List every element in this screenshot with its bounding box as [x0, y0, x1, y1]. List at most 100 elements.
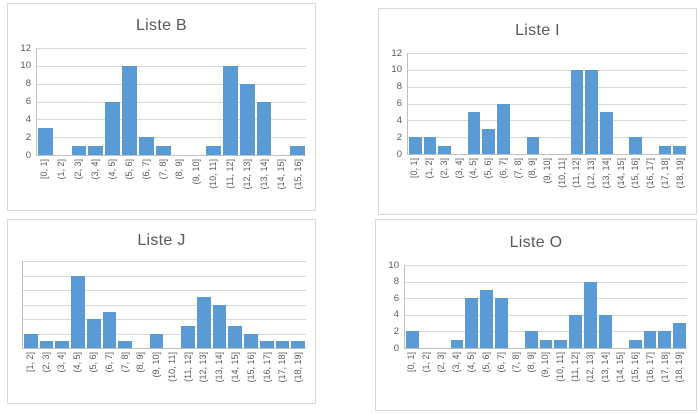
- x-axis-tick-label: (11, 12]: [570, 352, 581, 382]
- x-axis-tick: [0, 1]: [36, 159, 53, 209]
- x-axis-tick: (14, 15]: [227, 352, 243, 402]
- bar-slot: [39, 261, 55, 348]
- x-axis-tick: (11, 12]: [569, 158, 584, 208]
- bar-slot: [658, 53, 673, 154]
- x-axis-tick: (5, 6]: [478, 352, 493, 402]
- x-axis-tick-label: (1, 2]: [56, 159, 67, 180]
- y-axis: 0 2 4 6 8 10: [380, 260, 404, 354]
- y-axis-tick-label: 0: [396, 148, 402, 160]
- bar-slot: [628, 53, 643, 154]
- y-axis: 0 2 4 6 8 10 12: [383, 48, 407, 160]
- histogram-bar: [480, 289, 494, 348]
- x-axis: [0, 1] (1, 2] (2, 3] (3, 4] (4, 5] (5, 6] (6, …: [36, 159, 306, 209]
- y-axis-tick-label: 2: [25, 131, 31, 143]
- x-axis-tick-label: (12, 13]: [198, 352, 209, 383]
- bar-slot: [289, 48, 306, 155]
- histogram-bar: [570, 69, 584, 154]
- bar-slot: [227, 261, 243, 348]
- chart-liste-i[interactable]: Liste I 0 2 4 6 8 10 12 [0, 1] (1, 2] (2, 3] (3, …: [378, 8, 697, 215]
- bar-slot: [467, 53, 482, 154]
- chart-liste-j[interactable]: Liste J [1, 2] (2, 3] (3, 4] (4, 5] (5, 6] (6…: [7, 219, 316, 404]
- bar-slot: [511, 53, 526, 154]
- x-axis-tick-label: (1, 2]: [421, 352, 432, 373]
- x-axis-tick-label: (6, 7]: [103, 352, 114, 373]
- x-axis-tick: (18, 19]: [672, 352, 687, 402]
- gridline: [405, 314, 687, 316]
- x-axis-tick: (13, 14]: [599, 158, 614, 208]
- histogram-bar: [524, 331, 538, 348]
- x-axis-tick: (15, 16]: [289, 159, 306, 209]
- x-axis-tick: (16, 17]: [259, 352, 275, 402]
- x-axis-tick: (4, 5]: [466, 158, 481, 208]
- x-axis-tick: [0, 1]: [404, 352, 419, 402]
- bar-slot: [570, 53, 585, 154]
- x-axis-tick-label: (15, 16]: [292, 159, 303, 190]
- x-axis-tick-label: (4, 5]: [106, 159, 117, 180]
- x-axis-tick: (1, 2]: [422, 158, 437, 208]
- histogram-bar: [467, 111, 481, 154]
- bar-slot: [275, 261, 291, 348]
- histogram-bar: [643, 331, 657, 348]
- x-axis-tick-label: [0, 1]: [406, 352, 417, 373]
- x-axis-tick: (14, 15]: [612, 352, 627, 402]
- gridline: [37, 48, 306, 49]
- y-axis-tick-label: 4: [25, 113, 31, 125]
- x-axis-tick-label: (16, 17]: [645, 158, 656, 189]
- bars-series: [37, 48, 306, 155]
- histogram-bar: [55, 340, 70, 348]
- histogram-bar: [259, 340, 274, 348]
- gridline: [405, 298, 687, 300]
- histogram-bar: [228, 326, 243, 348]
- gridline: [37, 101, 306, 103]
- x-axis-tick-label: (9, 10]: [191, 159, 202, 185]
- x-axis-tick: (10, 11]: [205, 159, 222, 209]
- histogram-bar: [118, 340, 133, 348]
- chart-title: Liste J: [137, 231, 186, 249]
- bar-slot: [657, 265, 672, 348]
- bar-slot: [86, 261, 102, 348]
- x-axis-tick: (15, 16]: [627, 352, 642, 402]
- x-axis-tick: (13, 14]: [211, 352, 227, 402]
- x-axis-tick-label: (10, 11]: [556, 158, 567, 188]
- gridline: [37, 119, 306, 121]
- x-axis-tick-label: (14, 15]: [614, 352, 625, 383]
- x-axis-tick: (8, 9]: [171, 159, 188, 209]
- y-axis-tick-label: 2: [396, 131, 402, 143]
- x-axis-tick-label: (3, 4]: [451, 352, 462, 373]
- x-axis-tick: (8, 9]: [132, 352, 148, 402]
- chart-liste-b[interactable]: Liste B 0 2 4 6 8 10 12 [0, 1] (1, 2] (2, 3] (3, …: [7, 3, 316, 211]
- bar-slot: [524, 265, 539, 348]
- bar-slot: [435, 265, 450, 348]
- x-axis-tick-label: (8, 9]: [525, 352, 536, 373]
- gridline: [23, 275, 306, 277]
- gridline: [23, 304, 306, 306]
- gridline: [408, 120, 687, 122]
- x-axis-tick-label: (14, 15]: [615, 158, 626, 189]
- histogram-bar: [256, 101, 272, 155]
- y-axis-tick-label: 10: [388, 259, 399, 271]
- x-axis-tick: (9, 10]: [538, 352, 553, 402]
- y-axis-tick-label: 6: [396, 98, 402, 109]
- x-axis-tick: (2, 3]: [38, 352, 54, 402]
- histogram-bar: [122, 65, 137, 155]
- bar-slot: [555, 53, 570, 154]
- gridline: [23, 333, 306, 335]
- x-axis-tick-label: (8, 9]: [135, 352, 146, 373]
- x-axis-tick-label: (7, 8]: [512, 158, 523, 179]
- gridline: [405, 265, 687, 266]
- bar-slot: [205, 48, 222, 155]
- x-axis-tick: (17, 18]: [275, 352, 291, 402]
- x-axis-tick: (18, 19]: [290, 352, 306, 402]
- x-axis-tick-label: (2, 3]: [73, 159, 84, 180]
- x-axis-tick-label: (5, 6]: [88, 352, 99, 373]
- x-axis-tick: (18, 19]: [672, 158, 687, 208]
- bar-slot: [408, 53, 423, 154]
- y-axis-tick-label: 6: [393, 292, 399, 304]
- chart-liste-o[interactable]: Liste O 0 2 4 6 8 10 [0, 1] (1, 2] (2, 3] (3, 4]…: [375, 219, 697, 411]
- y-axis-tick-label: 0: [25, 149, 31, 161]
- histogram-bar: [585, 69, 598, 154]
- bar-slot: [243, 261, 259, 348]
- y-axis: 0 2 4 6 8 10 12: [12, 43, 36, 161]
- x-axis-tick: (15, 16]: [628, 158, 643, 208]
- gridline: [405, 281, 687, 283]
